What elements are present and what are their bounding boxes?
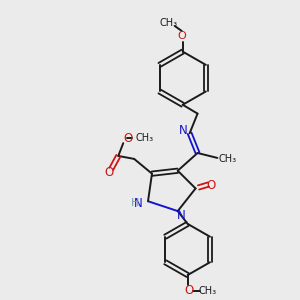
Text: H: H [131,198,139,208]
Text: CH₃: CH₃ [218,154,236,164]
Text: CH₃: CH₃ [198,286,217,296]
Text: N: N [177,208,186,221]
Text: O: O [207,179,216,192]
Text: O: O [177,31,186,41]
Text: O: O [123,132,133,145]
Text: N: N [134,197,143,210]
Text: O: O [184,284,193,297]
Text: CH₃: CH₃ [160,18,178,28]
Text: CH₃: CH₃ [135,133,153,143]
Text: O: O [105,166,114,179]
Text: N: N [179,124,188,137]
